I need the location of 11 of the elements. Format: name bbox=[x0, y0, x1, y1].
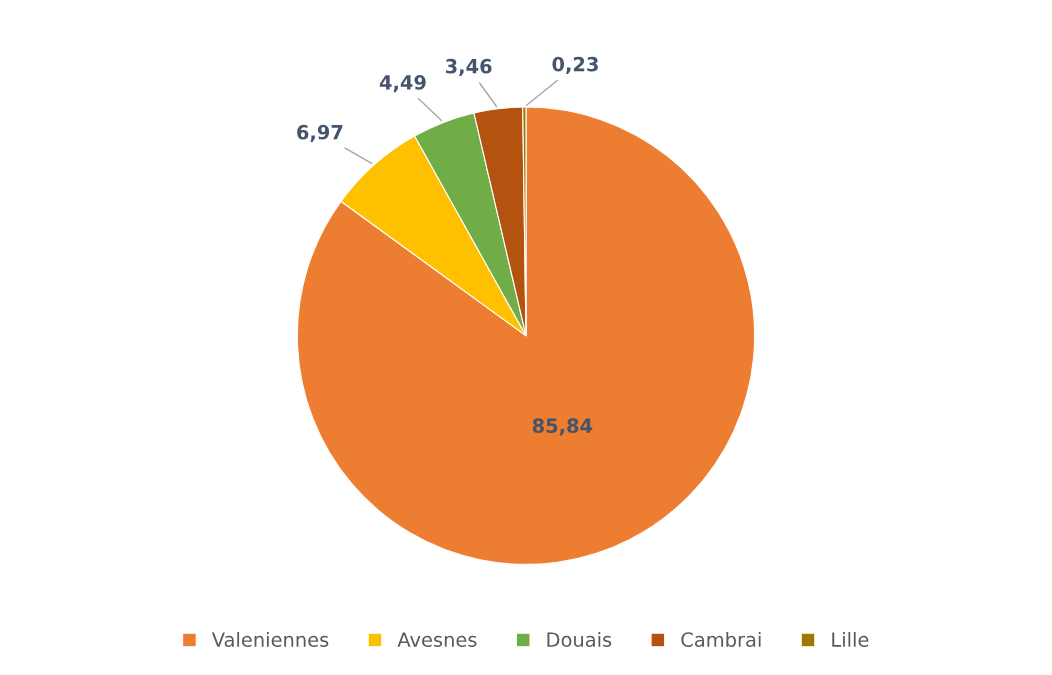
data-label: 0,23 bbox=[552, 56, 598, 75]
data-label: 3,46 bbox=[445, 58, 492, 77]
data-label: 4,49 bbox=[379, 75, 426, 93]
pie-slice bbox=[296, 106, 756, 565]
legend-label: Lille bbox=[832, 631, 869, 647]
legend-label: Valeniennes bbox=[211, 631, 329, 647]
legend-label: Cambrai bbox=[681, 631, 761, 647]
data-label: 6,97 bbox=[297, 124, 343, 142]
data-label: 85,84 bbox=[532, 418, 593, 436]
legend-label: Avesnes bbox=[397, 632, 477, 647]
legend-label: Douais bbox=[547, 631, 612, 647]
